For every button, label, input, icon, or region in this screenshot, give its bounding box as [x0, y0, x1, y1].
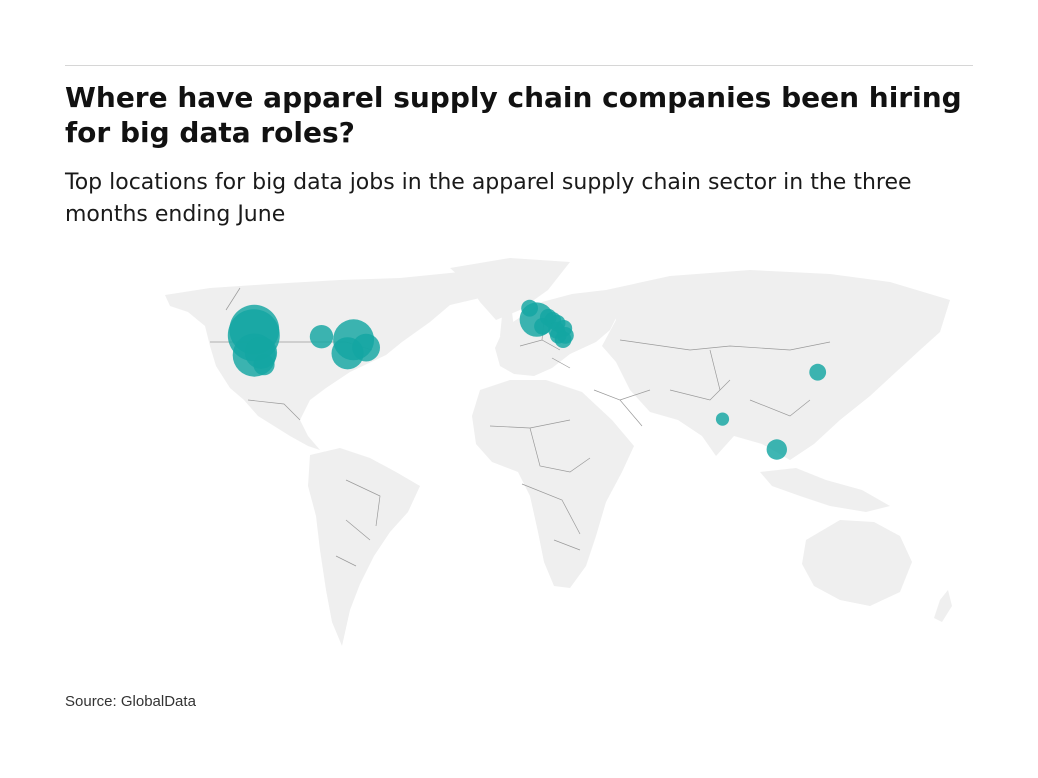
location-bubble — [554, 331, 572, 348]
location-bubble — [766, 439, 787, 460]
border-south-america — [335, 479, 381, 567]
location-bubble — [352, 333, 380, 362]
location-bubble — [521, 299, 538, 317]
landmass-greenland — [450, 258, 570, 320]
landmass-new-zealand — [934, 590, 952, 622]
landmass-britain — [500, 312, 514, 342]
source-note: Source: GlobalData — [65, 693, 196, 710]
border-africa — [489, 419, 591, 551]
chart-subtitle: Top locations for big data jobs in the a… — [65, 170, 912, 227]
landmass-southeast-asia — [760, 468, 890, 512]
border-asia — [619, 339, 831, 417]
location-bubble — [715, 412, 730, 426]
landmass-japan — [836, 350, 856, 388]
landmass-north-america — [165, 272, 495, 450]
world-map — [165, 258, 952, 646]
bubble-layer — [227, 299, 827, 460]
border-alaska — [225, 287, 241, 311]
top-rule — [65, 65, 973, 66]
location-bubble — [309, 325, 334, 349]
location-bubble — [253, 354, 275, 376]
border-us-mexico — [247, 399, 301, 421]
landmass-south-america — [308, 448, 420, 646]
border-middle-east — [593, 389, 651, 427]
land-layer — [165, 258, 952, 646]
landmass-australia — [802, 520, 912, 606]
landmass-africa — [472, 380, 634, 588]
landmass-asia — [602, 270, 950, 460]
chart-title: Where have apparel supply chain companie… — [65, 81, 962, 149]
location-bubble — [809, 363, 827, 381]
